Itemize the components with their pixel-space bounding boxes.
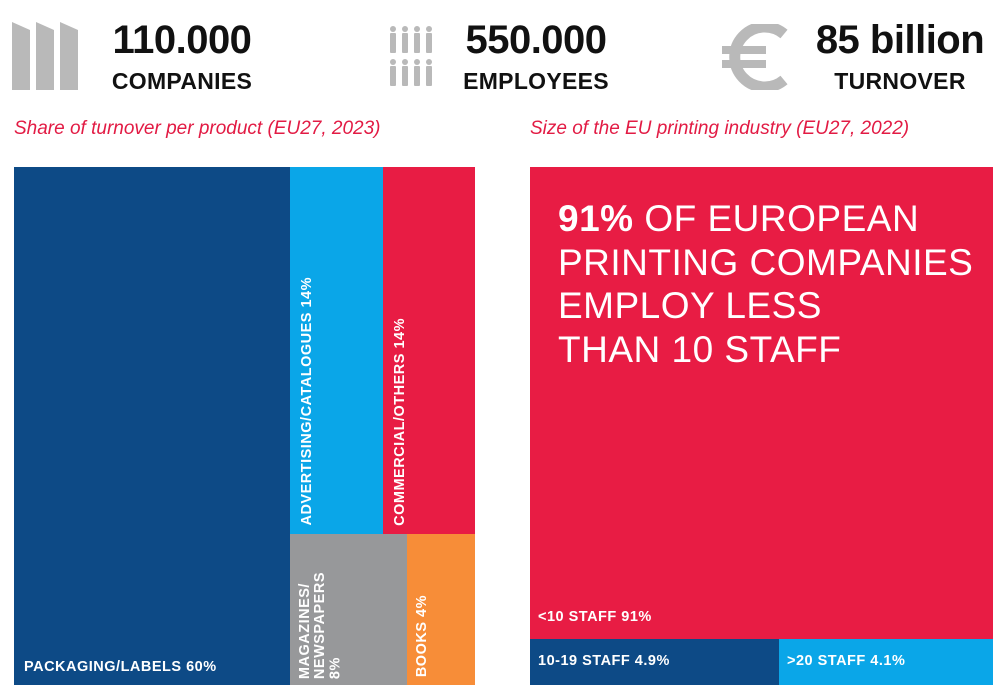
- label-commercial-others: COMMERCIAL/OTHERS 14%: [392, 318, 408, 526]
- companies-value: 110.000: [112, 18, 252, 62]
- tile-commercial-others: COMMERCIAL/OTHERS 14%: [383, 167, 475, 534]
- tile-10-19-staff: 10-19 STAFF 4.9%: [530, 639, 779, 685]
- employees-label: EMPLOYEES: [463, 68, 609, 94]
- label-under-10-staff: <10 STAFF 91%: [538, 609, 652, 625]
- tile-books: BOOKS 4%: [407, 534, 475, 685]
- headline-bold: 91%: [558, 198, 634, 239]
- tile-advertising-catalogues: ADVERTISING/CATALOGUES 14%: [290, 167, 383, 534]
- euro-icon: [722, 24, 788, 90]
- label-10-19-staff: 10-19 STAFF 4.9%: [538, 653, 670, 669]
- label-over-20-staff: >20 STAFF 4.1%: [787, 653, 906, 669]
- label-books: BOOKS 4%: [414, 594, 430, 677]
- turnover-value: 85 billion: [815, 18, 985, 62]
- companies-label: COMPANIES: [111, 68, 253, 94]
- tile-over-20-staff: >20 STAFF 4.1%: [779, 639, 993, 685]
- label-advertising-catalogues: ADVERTISING/CATALOGUES 14%: [299, 277, 315, 526]
- employees-value: 550.000: [465, 18, 607, 62]
- tile-magazines-newspapers: MAGAZINES/ NEWSPAPERS 8%: [290, 534, 407, 685]
- label-magazines-newspapers: MAGAZINES/ NEWSPAPERS 8%: [297, 571, 344, 679]
- chart-2-title: Size of the EU printing industry (EU27, …: [530, 118, 910, 139]
- chart-1-title: Share of turnover per product (EU27, 202…: [14, 118, 381, 139]
- factory-icon: [12, 22, 78, 90]
- turnover-label: TURNOVER: [834, 68, 966, 94]
- label-packaging-labels: PACKAGING/LABELS 60%: [24, 659, 217, 675]
- people-icon: [390, 26, 432, 86]
- tile-under-10-staff: 91% OF EUROPEAN PRINTING COMPANIES EMPLO…: [530, 167, 993, 639]
- tile-packaging-labels: PACKAGING/LABELS 60%: [14, 167, 290, 685]
- headline-text: 91% OF EUROPEAN PRINTING COMPANIES EMPLO…: [558, 198, 974, 370]
